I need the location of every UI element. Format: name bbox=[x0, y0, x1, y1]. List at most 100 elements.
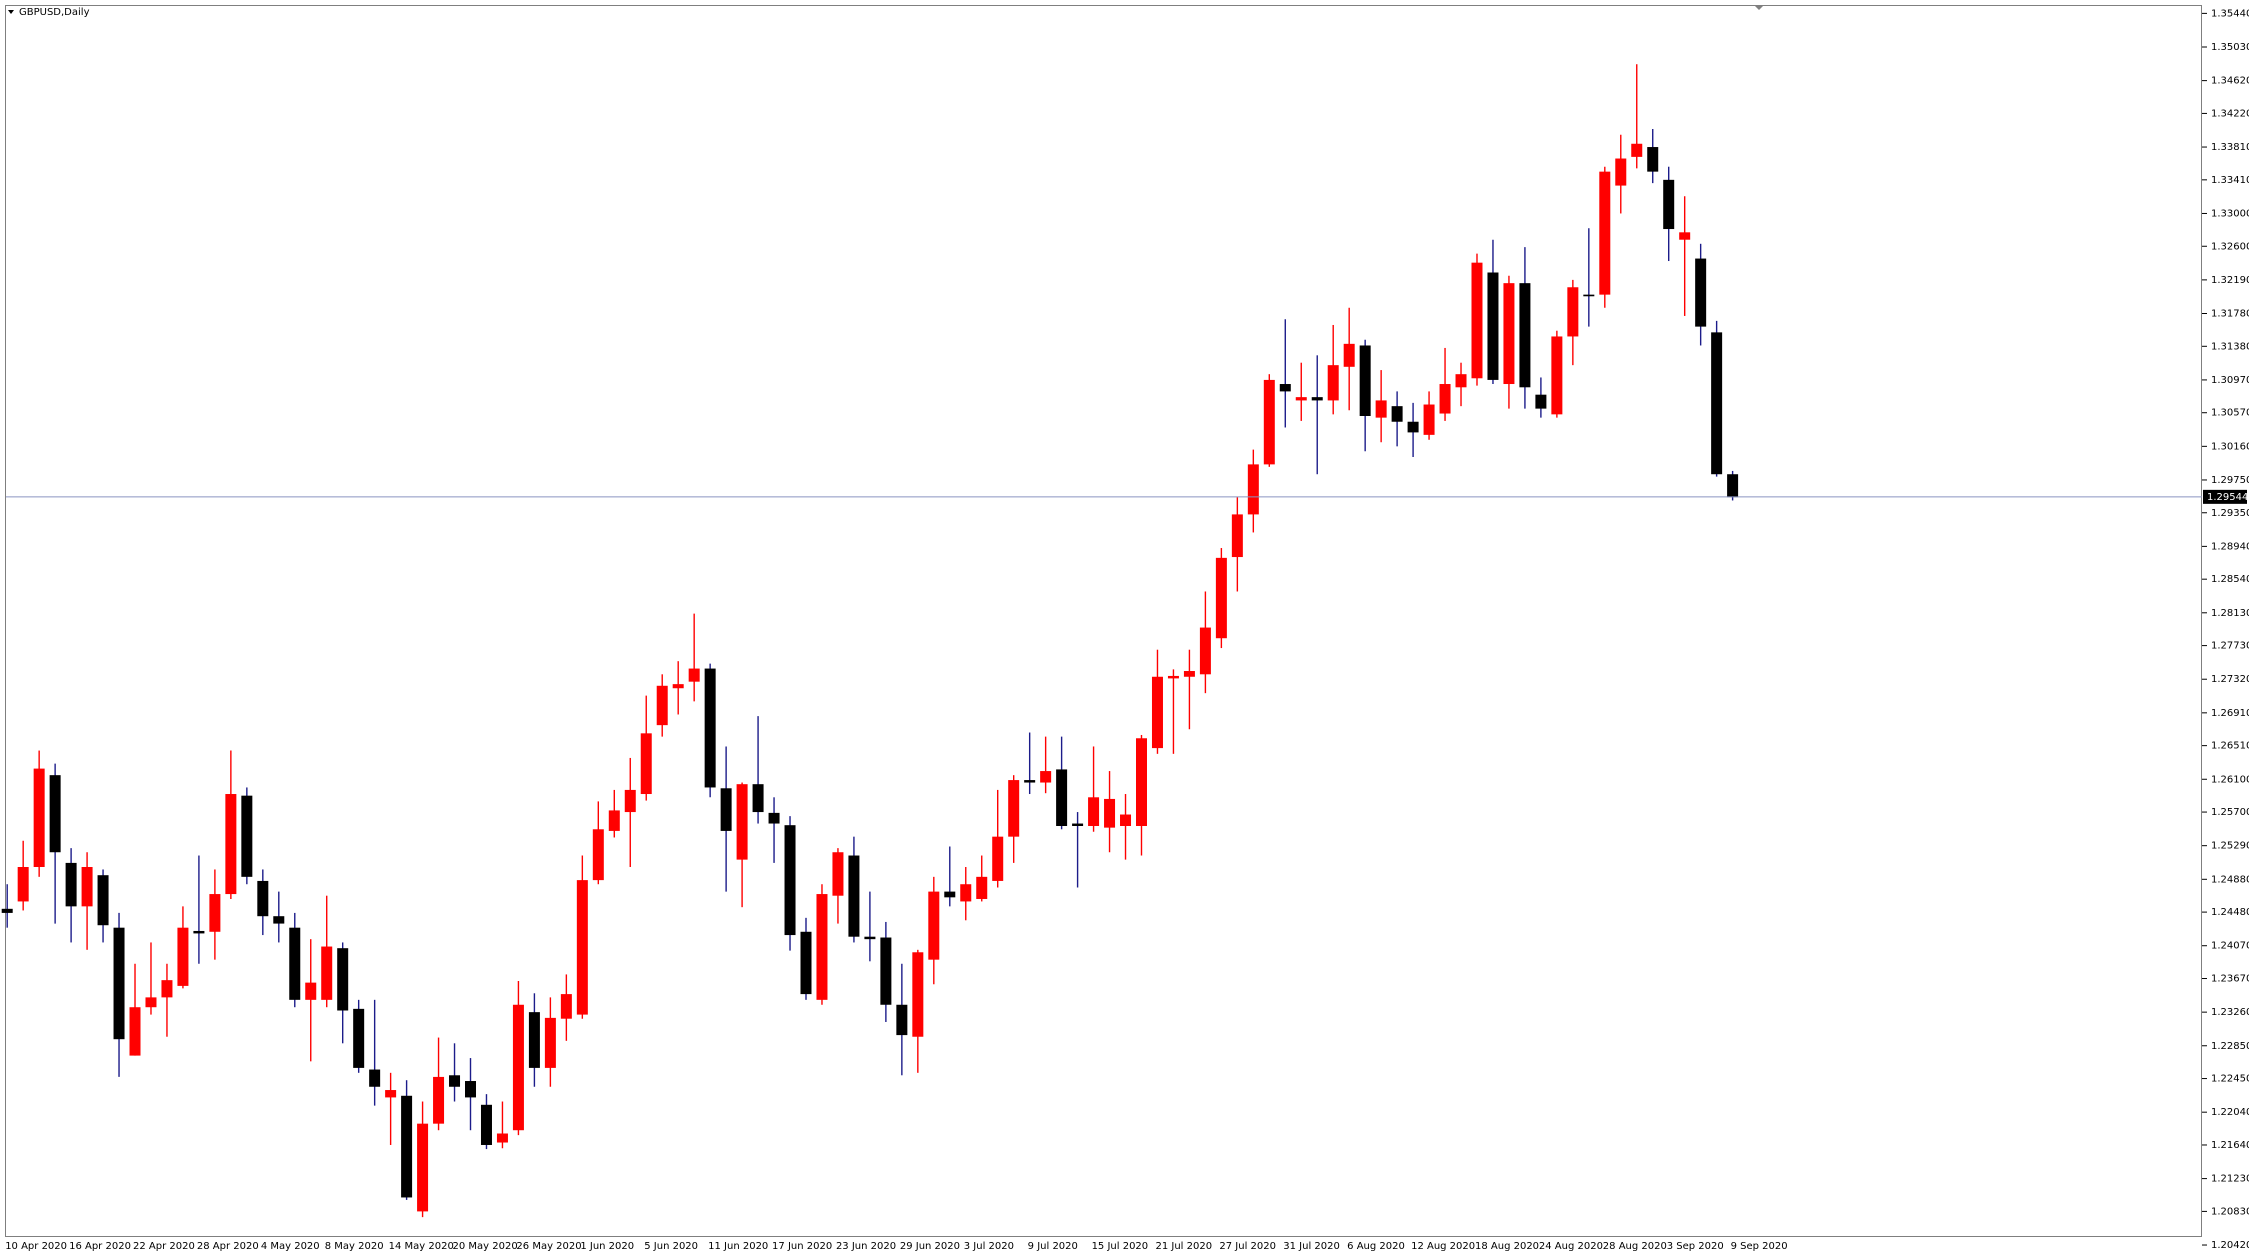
x-tick-label: 3 Jul 2020 bbox=[964, 1241, 1014, 1252]
y-tick-label: 1.24070 bbox=[2211, 941, 2249, 952]
candle-body bbox=[1311, 397, 1323, 401]
candle-body bbox=[1439, 384, 1451, 414]
candle-body bbox=[976, 876, 988, 899]
candle-body bbox=[1104, 798, 1116, 828]
x-tick-label: 28 Aug 2020 bbox=[1603, 1241, 1667, 1252]
y-tick-label: 1.29350 bbox=[2211, 508, 2249, 519]
x-tick-label: 10 Apr 2020 bbox=[5, 1241, 67, 1252]
candle-body bbox=[624, 789, 636, 813]
candle-body bbox=[816, 894, 828, 1000]
candle-body bbox=[33, 768, 45, 867]
y-tick-label: 1.26510 bbox=[2211, 741, 2249, 752]
candle-body bbox=[1120, 814, 1132, 826]
candle-body bbox=[992, 836, 1004, 881]
x-tick-label: 23 Jun 2020 bbox=[836, 1241, 896, 1252]
candle-body bbox=[1231, 514, 1243, 558]
candle-body bbox=[848, 855, 860, 937]
candle-body bbox=[1455, 374, 1467, 388]
candle-body bbox=[1615, 158, 1627, 186]
candle-body bbox=[480, 1104, 492, 1145]
y-tick-label: 1.22040 bbox=[2211, 1107, 2249, 1118]
chart-title: GBPUSD,Daily bbox=[19, 7, 90, 18]
candle-body bbox=[1631, 143, 1643, 157]
candle-body bbox=[528, 1012, 540, 1068]
candle-body bbox=[1040, 771, 1052, 783]
y-tick-label: 1.23260 bbox=[2211, 1007, 2249, 1018]
candle-body bbox=[273, 916, 285, 924]
candle-body bbox=[688, 668, 700, 682]
y-tick-label: 1.31380 bbox=[2211, 341, 2249, 352]
candle-body bbox=[512, 1004, 524, 1131]
x-tick-label: 28 Apr 2020 bbox=[197, 1241, 259, 1252]
candle-body bbox=[1375, 400, 1387, 418]
candle-body bbox=[1263, 379, 1275, 465]
y-tick-label: 1.29750 bbox=[2211, 475, 2249, 486]
candle-body bbox=[209, 894, 221, 932]
x-tick-label: 9 Jul 2020 bbox=[1028, 1241, 1078, 1252]
candle-body bbox=[401, 1095, 413, 1198]
candle-body bbox=[1487, 272, 1499, 380]
candle-body bbox=[353, 1008, 365, 1068]
candle-body bbox=[305, 982, 317, 1000]
candle-body bbox=[768, 812, 780, 824]
y-tick-label: 1.34620 bbox=[2211, 76, 2249, 87]
candle-body bbox=[912, 952, 924, 1037]
candle-body bbox=[784, 825, 796, 936]
y-tick-label: 1.22850 bbox=[2211, 1041, 2249, 1052]
candle-body bbox=[1151, 676, 1163, 749]
candle-body bbox=[1199, 627, 1211, 675]
y-tick-label: 1.30970 bbox=[2211, 375, 2249, 386]
candle-body bbox=[1711, 332, 1723, 475]
candle-body bbox=[1663, 179, 1675, 230]
y-tick-label: 1.35030 bbox=[2211, 42, 2249, 53]
x-tick-label: 27 Jul 2020 bbox=[1219, 1241, 1276, 1252]
candle-body bbox=[81, 867, 93, 907]
y-tick-label: 1.20830 bbox=[2211, 1206, 2249, 1217]
candle-body bbox=[1135, 738, 1147, 826]
y-tick-label: 1.24880 bbox=[2211, 874, 2249, 885]
candle-body bbox=[1295, 397, 1307, 401]
current-price-label: 1.29544 bbox=[2207, 492, 2248, 503]
candle-body bbox=[752, 784, 764, 813]
candle-body bbox=[1359, 345, 1371, 416]
candle-body bbox=[465, 1081, 477, 1098]
x-tick-label: 22 Apr 2020 bbox=[133, 1241, 195, 1252]
y-tick-label: 1.32190 bbox=[2211, 275, 2249, 286]
candle-body bbox=[337, 948, 349, 1011]
x-tick-label: 16 Apr 2020 bbox=[69, 1241, 131, 1252]
x-tick-label: 26 May 2020 bbox=[516, 1241, 581, 1252]
x-tick-label: 4 May 2020 bbox=[261, 1241, 320, 1252]
candle-body bbox=[1647, 147, 1659, 172]
x-tick-label: 5 Jun 2020 bbox=[644, 1241, 698, 1252]
candle-body bbox=[97, 875, 109, 926]
candle-body bbox=[672, 684, 684, 689]
x-tick-label: 1 Jun 2020 bbox=[580, 1241, 634, 1252]
candle-body bbox=[449, 1075, 461, 1087]
candle-body bbox=[1471, 262, 1483, 379]
chart-shift-marker bbox=[1755, 6, 1763, 10]
y-tick-label: 1.30160 bbox=[2211, 441, 2249, 452]
x-tick-label: 15 Jul 2020 bbox=[1092, 1241, 1149, 1252]
y-tick-label: 1.28540 bbox=[2211, 574, 2249, 585]
candle-body bbox=[720, 788, 732, 831]
y-tick-label: 1.24480 bbox=[2211, 907, 2249, 918]
chart-menu-icon[interactable] bbox=[8, 10, 14, 14]
y-tick-label: 1.26100 bbox=[2211, 774, 2249, 785]
candle-body bbox=[113, 927, 125, 1040]
x-tick-label: 29 Jun 2020 bbox=[900, 1241, 960, 1252]
candle-body bbox=[417, 1123, 429, 1212]
y-tick-label: 1.21230 bbox=[2211, 1174, 2249, 1185]
candle-body bbox=[1599, 171, 1611, 295]
candle-body bbox=[592, 829, 604, 881]
candle-body bbox=[225, 794, 237, 895]
x-tick-label: 12 Aug 2020 bbox=[1411, 1241, 1475, 1252]
x-tick-label: 31 Jul 2020 bbox=[1283, 1241, 1340, 1252]
candle-body bbox=[1391, 406, 1403, 422]
candle-body bbox=[896, 1004, 908, 1036]
candle-body bbox=[257, 880, 269, 917]
plot-frame bbox=[5, 5, 2202, 1237]
candle-body bbox=[1535, 394, 1547, 409]
x-tick-label: 18 Aug 2020 bbox=[1475, 1241, 1539, 1252]
candle-body bbox=[1024, 780, 1036, 783]
y-tick-label: 1.28940 bbox=[2211, 541, 2249, 552]
